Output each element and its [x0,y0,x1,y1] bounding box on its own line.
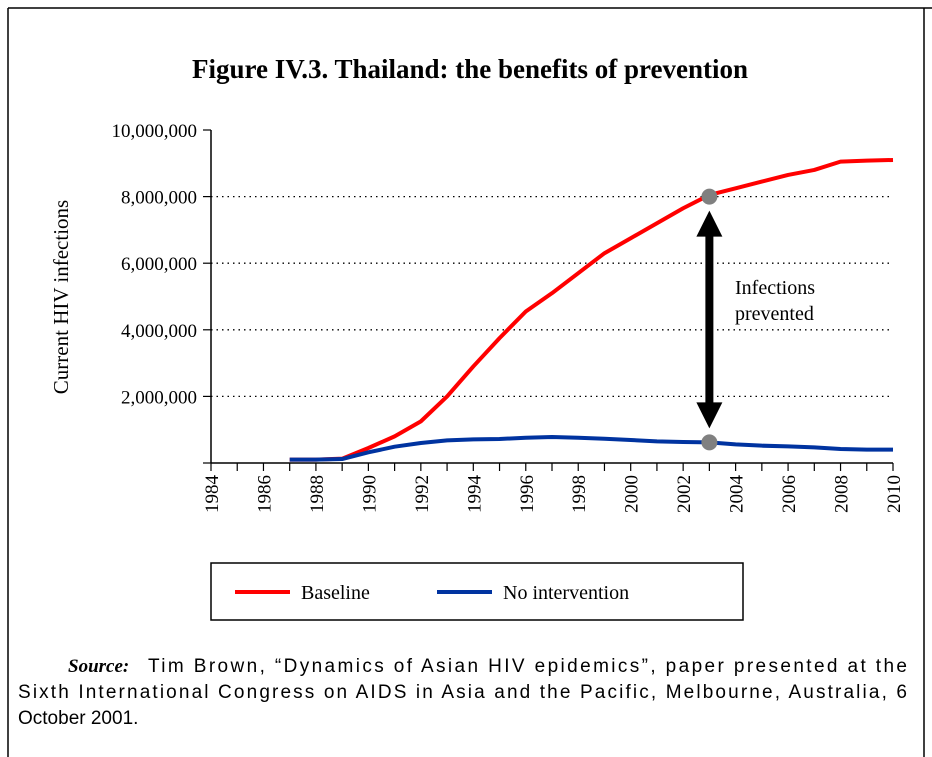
series-line [289,435,893,462]
y-tick-label: 2,000,000 [121,387,197,408]
y-tick-label: 6,000,000 [121,254,197,275]
source-text: Sixth International Congress on AIDS in … [18,682,907,703]
x-tick-label: 1986 [254,475,275,513]
y-tick-label: 8,000,000 [121,188,197,209]
y-tick-label: 10,000,000 [112,121,198,142]
x-tick-label: 1996 [517,475,538,513]
x-tick-label: 1998 [569,475,590,513]
y-axis-label: Current HIV infections [49,200,73,394]
arrow-head [696,402,723,429]
chart-title: Figure IV.3. Thailand: the benefits of p… [192,54,748,84]
source-text: Tim Brown, “Dynamics of Asian HIV epidem… [148,656,907,677]
x-tick-label: 1994 [464,475,485,514]
x-tick-label: 2010 [884,475,905,513]
legend [210,562,744,621]
legend-label: No intervention [503,582,629,604]
x-tick-label: 1984 [202,475,223,514]
x-tick-label: 2006 [779,475,800,513]
annotation-point [701,188,718,205]
x-tick-label: 2000 [622,475,643,513]
x-tick-label: 2002 [674,475,695,513]
annotation-point [701,434,718,451]
series-line [289,157,894,462]
annotation-text: prevented [735,303,814,325]
x-tick-label: 2004 [727,475,748,514]
source-text: October 2001. [18,708,138,729]
x-tick-label: 1990 [359,475,380,513]
source-label: Source: [68,656,129,677]
x-tick-label: 2008 [832,475,853,513]
y-tick-label: 4,000,000 [121,321,197,342]
arrow-head [696,210,723,237]
annotation-text: Infections [735,277,815,299]
x-tick-label: 1992 [412,475,433,513]
legend-label: Baseline [301,582,370,604]
x-tick-label: 1988 [307,475,328,513]
